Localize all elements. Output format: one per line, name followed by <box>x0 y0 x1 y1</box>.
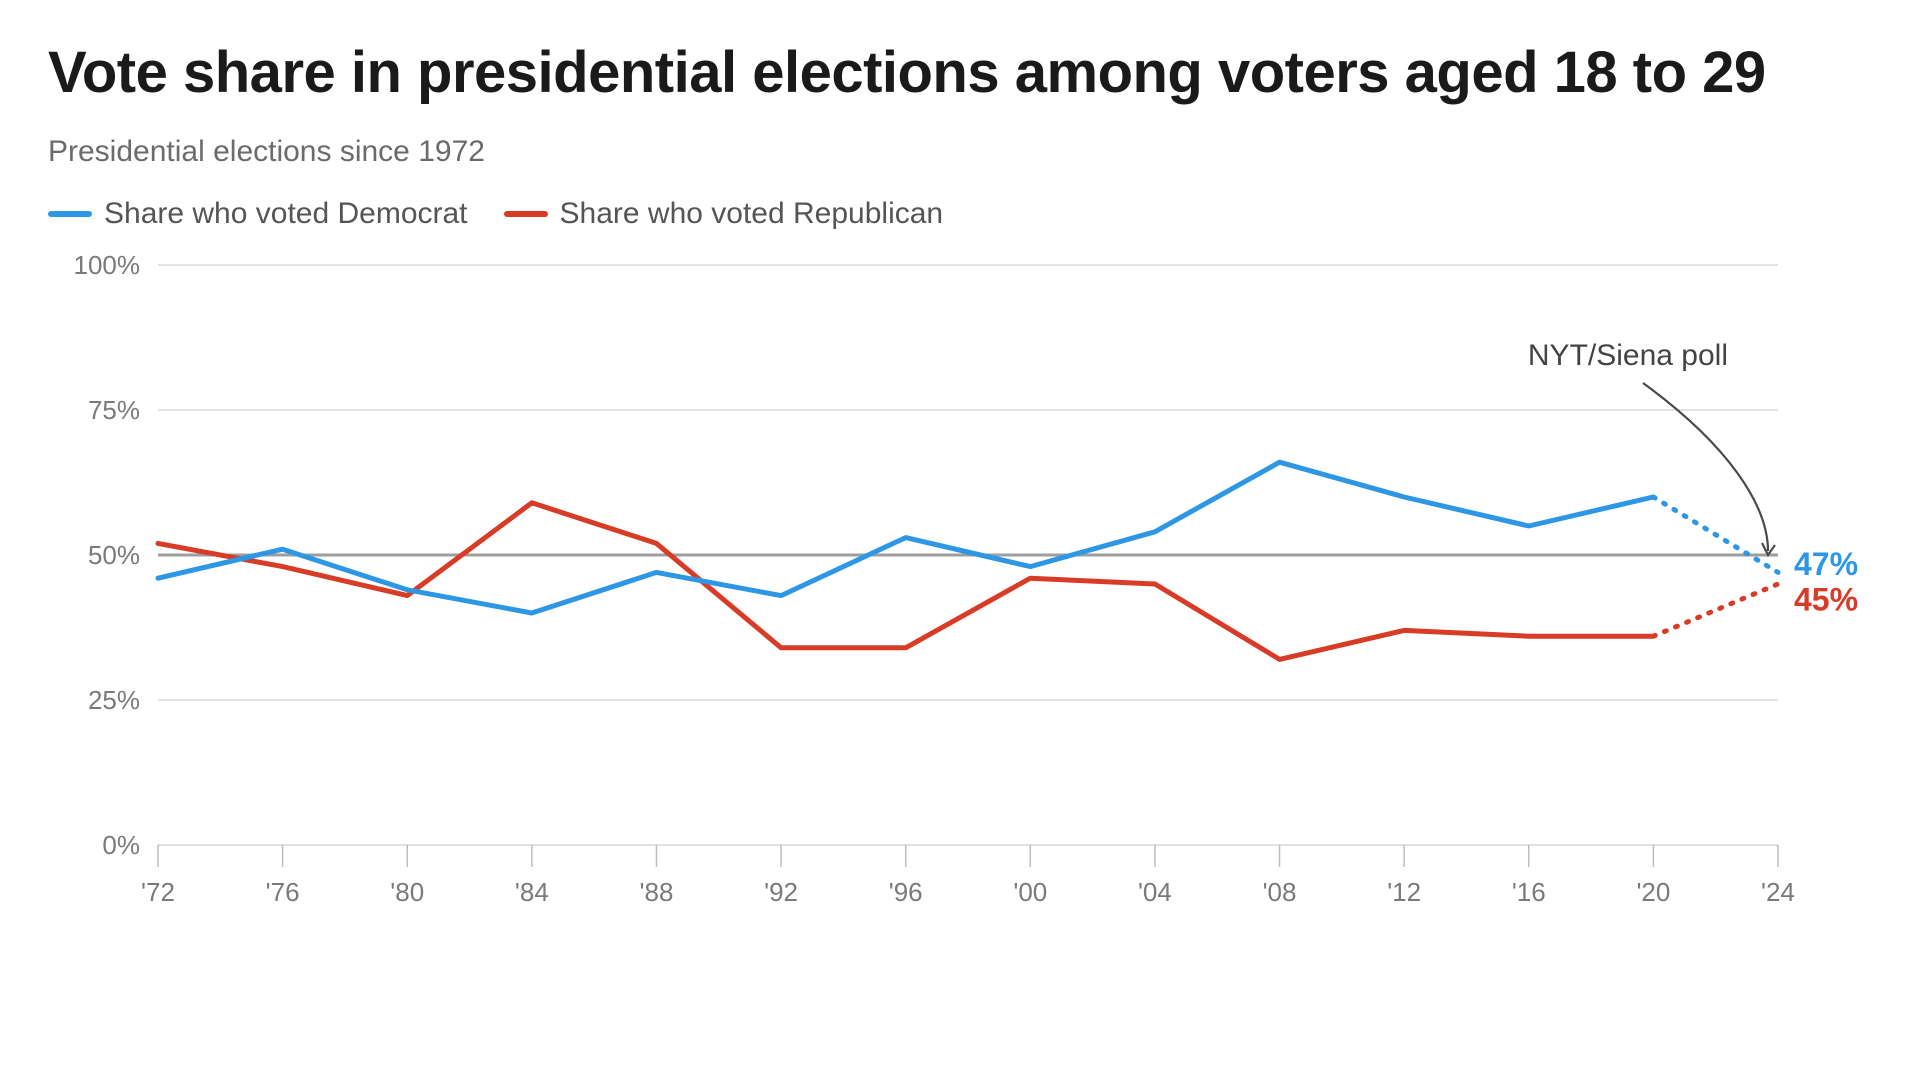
svg-text:'20: '20 <box>1636 877 1670 907</box>
svg-text:25%: 25% <box>88 685 140 715</box>
end-label-dem: 47% <box>1794 546 1858 582</box>
legend-swatch-dem <box>48 211 92 217</box>
line-chart: 0% 25% 50% 75% 100% '72 '76 '80 '84 '88 '92 '96 '00 '… <box>48 245 1872 945</box>
legend-item-dem: Share who voted Democrat <box>48 197 468 231</box>
svg-text:'12: '12 <box>1387 877 1421 907</box>
svg-text:100%: 100% <box>74 250 141 280</box>
legend-swatch-rep <box>504 211 548 217</box>
chart-subtitle: Presidential elections since 1972 <box>48 135 1872 169</box>
svg-text:'92: '92 <box>764 877 798 907</box>
svg-text:'96: '96 <box>889 877 923 907</box>
chart-container: 0% 25% 50% 75% 100% '72 '76 '80 '84 '88 '92 '96 '00 '… <box>48 245 1872 945</box>
legend-label-dem: Share who voted Democrat <box>104 197 468 231</box>
svg-text:'80: '80 <box>390 877 424 907</box>
svg-text:'84: '84 <box>515 877 549 907</box>
svg-text:0%: 0% <box>102 830 140 860</box>
chart-title: Vote share in presidential elections amo… <box>48 40 1872 107</box>
legend-label-rep: Share who voted Republican <box>560 197 944 231</box>
svg-text:'04: '04 <box>1138 877 1172 907</box>
svg-text:'00: '00 <box>1013 877 1047 907</box>
svg-text:'08: '08 <box>1263 877 1297 907</box>
annotation-label: NYT/Siena poll <box>1528 339 1728 372</box>
svg-text:75%: 75% <box>88 395 140 425</box>
svg-text:'88: '88 <box>640 877 674 907</box>
legend: Share who voted Democrat Share who voted… <box>48 197 1872 231</box>
line-rep-projection <box>1653 584 1778 636</box>
svg-text:'24: '24 <box>1761 877 1795 907</box>
legend-item-rep: Share who voted Republican <box>504 197 944 231</box>
svg-text:'72: '72 <box>141 877 175 907</box>
end-label-rep: 45% <box>1794 581 1858 617</box>
svg-text:'76: '76 <box>266 877 300 907</box>
svg-text:'16: '16 <box>1512 877 1546 907</box>
svg-text:50%: 50% <box>88 540 140 570</box>
